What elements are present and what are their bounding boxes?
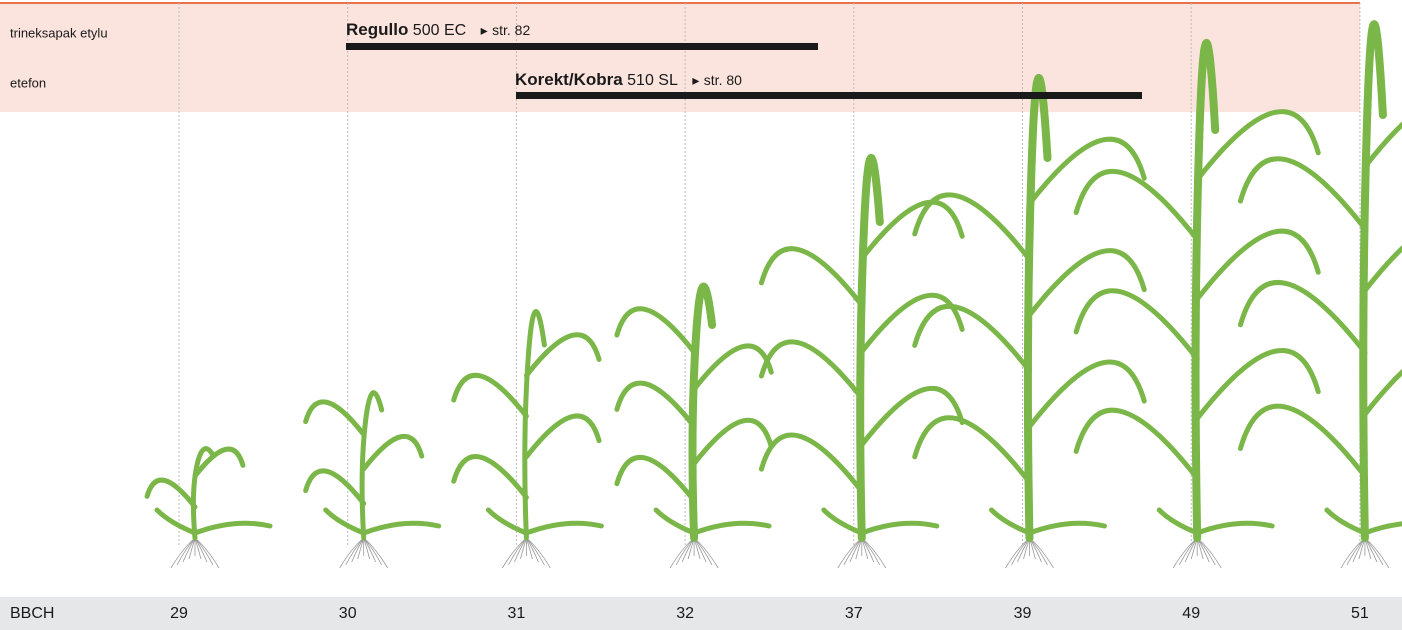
plant <box>1073 39 1321 569</box>
scale-band <box>0 597 1402 630</box>
leaf <box>1073 407 1200 481</box>
product-label: Regullo 500 EC ▸ str. 82 <box>346 20 530 39</box>
stage-label: 32 <box>676 605 694 622</box>
page-arrow: ▸ <box>692 72 699 88</box>
substance-label: trineksapak etylu <box>10 25 108 40</box>
leaf <box>361 433 425 472</box>
leaf <box>451 454 529 500</box>
substance-label: etefon <box>10 75 46 90</box>
scale-label: BBCH <box>10 605 54 622</box>
leaf <box>323 507 367 536</box>
leaf <box>859 199 965 262</box>
leaf <box>1073 169 1200 242</box>
formulation: 510 SL <box>627 72 678 89</box>
plant <box>451 309 604 569</box>
page-ref: str. 80 <box>704 72 742 88</box>
leaf <box>1027 248 1147 318</box>
stem <box>688 282 717 542</box>
plant <box>614 282 774 569</box>
stage-label: 37 <box>845 605 863 622</box>
leaf <box>859 385 965 448</box>
page-ref: str. 82 <box>492 22 530 38</box>
stage-label: 51 <box>1351 605 1369 622</box>
page-arrow: ▸ <box>481 22 488 38</box>
plant <box>303 390 442 569</box>
leaf <box>1027 136 1147 207</box>
stage-label: 29 <box>170 605 188 622</box>
leaf <box>821 507 865 536</box>
leaf <box>691 343 774 392</box>
stage-label: 30 <box>339 605 357 622</box>
leaf <box>192 520 273 536</box>
product-name: Korekt/Kobra <box>515 70 623 89</box>
leaf <box>303 399 367 437</box>
application-bar <box>346 43 818 50</box>
leaf <box>1324 507 1368 536</box>
leaf <box>1362 521 1402 536</box>
leaf <box>523 520 604 536</box>
leaf <box>691 417 774 467</box>
leaf <box>1362 368 1402 417</box>
leaf <box>1156 507 1200 536</box>
leaf <box>192 446 246 479</box>
leaf <box>691 520 772 536</box>
product-label: Korekt/Kobra 510 SL ▸ str. 80 <box>515 70 742 89</box>
formulation: 500 EC <box>413 22 466 39</box>
leaf <box>1027 359 1147 430</box>
leaf <box>859 292 965 355</box>
leaf <box>1237 403 1368 479</box>
root <box>526 537 551 569</box>
product-name: Regullo <box>346 20 408 39</box>
leaf <box>653 507 697 536</box>
stem <box>522 309 547 541</box>
leaf <box>1194 348 1321 422</box>
root <box>194 537 220 569</box>
leaf <box>1073 288 1200 362</box>
stem <box>856 154 884 542</box>
plant <box>758 154 965 569</box>
leaf <box>614 306 697 355</box>
leaf <box>1194 109 1321 183</box>
leaf <box>912 192 1032 262</box>
leaf <box>1362 245 1402 294</box>
leaf <box>144 477 198 510</box>
leaf <box>451 372 529 419</box>
stage-label: 31 <box>508 605 526 622</box>
stage-label: 39 <box>1014 605 1032 622</box>
leaf <box>758 432 865 494</box>
leaf <box>1027 520 1107 536</box>
application-bar <box>516 92 1142 99</box>
leaf <box>758 246 865 308</box>
leaf <box>523 413 602 460</box>
leaf <box>154 507 198 536</box>
stem <box>1023 74 1052 542</box>
plant <box>1237 20 1402 569</box>
leaf <box>989 507 1032 536</box>
stem <box>1191 39 1220 542</box>
leaf <box>912 415 1032 485</box>
leaf <box>859 520 940 536</box>
stem <box>190 446 216 541</box>
leaf <box>614 454 697 504</box>
stage-label: 49 <box>1182 605 1200 622</box>
leaf <box>361 520 442 536</box>
leaf <box>485 507 529 536</box>
leaf <box>1362 121 1402 170</box>
leaf <box>758 339 865 401</box>
root <box>363 537 389 569</box>
leaf <box>1194 228 1321 302</box>
leaf <box>912 303 1032 374</box>
leaf <box>1194 520 1275 536</box>
leaf <box>1237 156 1368 232</box>
leaf <box>614 380 697 429</box>
plant <box>912 74 1147 569</box>
plant <box>144 446 273 569</box>
leaf <box>523 332 602 379</box>
leaf <box>303 468 367 506</box>
leaf <box>1237 280 1368 355</box>
